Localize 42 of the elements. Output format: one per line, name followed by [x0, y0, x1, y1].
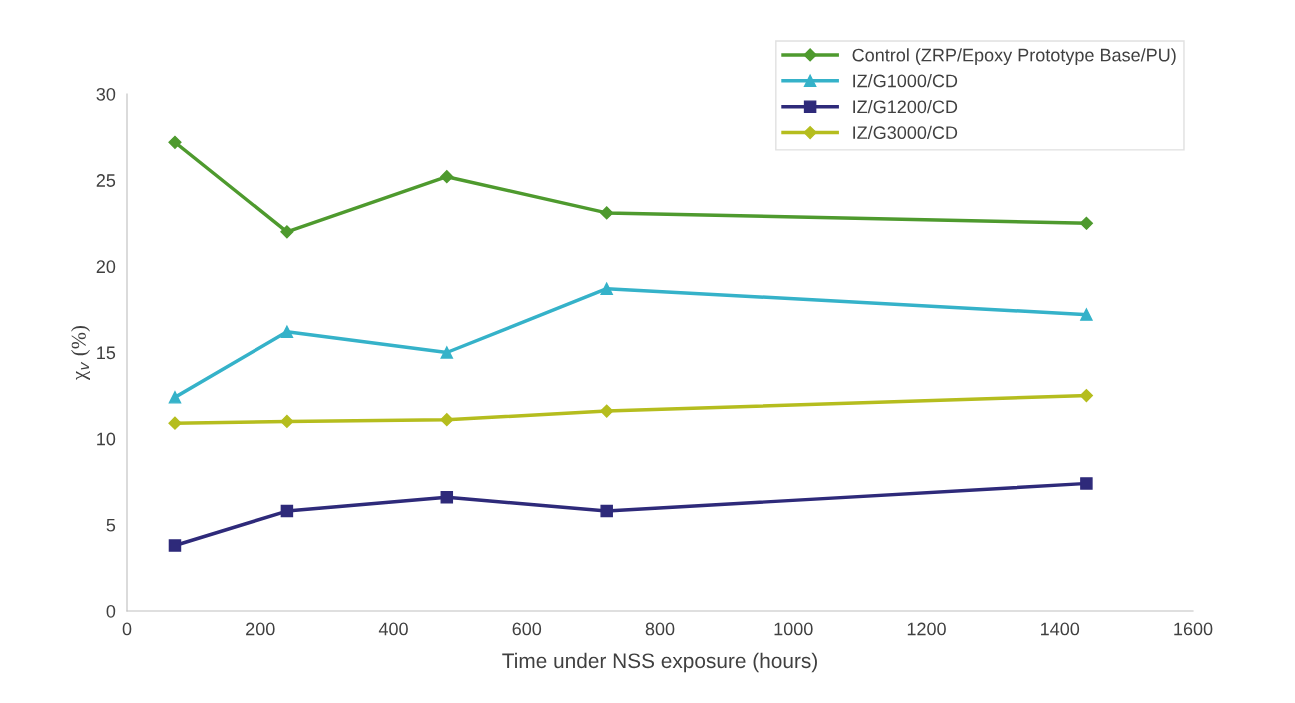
point	[280, 504, 294, 518]
point	[168, 135, 182, 149]
y-tick-label: 5	[106, 518, 116, 532]
y-tick-label: 15	[97, 346, 116, 360]
x-tick-label: 1600	[1174, 622, 1213, 636]
x-tick-label: 200	[246, 622, 275, 636]
legend-label: IZ/G3000/CD	[853, 125, 958, 140]
x-tick-label: 1000	[774, 622, 813, 636]
x-axis-title: Time under NSS exposure (hours)	[502, 652, 817, 673]
point	[1079, 216, 1093, 230]
x-tick-label: 800	[645, 622, 675, 636]
point	[440, 346, 454, 359]
point	[1079, 388, 1093, 403]
x-tick-label: 1400	[1041, 622, 1080, 636]
y-tick-label: 10	[97, 432, 116, 446]
point	[1080, 477, 1093, 490]
x-tick-label: 1200	[907, 622, 946, 636]
point	[1080, 308, 1093, 321]
legend-label: IZ/G1000/CD	[853, 74, 958, 88]
x-tick-label: 0	[122, 622, 132, 636]
y-tick-label: 20	[96, 260, 116, 274]
y-tick-label: 25	[96, 174, 116, 187]
legend-label: IZ/G1200/CD	[853, 99, 958, 114]
point	[600, 504, 613, 518]
x-tick-label: 400	[378, 622, 408, 636]
point	[280, 225, 294, 239]
point	[440, 491, 454, 504]
point	[280, 414, 294, 429]
y-tick-label: 30	[96, 87, 116, 101]
point	[600, 206, 614, 220]
point	[600, 404, 614, 418]
point	[600, 282, 613, 295]
point	[440, 170, 454, 184]
point	[440, 413, 454, 427]
legend-label: Control (ZRP/Epoxy Prototype Base/PU)	[852, 48, 1176, 66]
x-tick-label: 600	[512, 622, 542, 636]
point	[168, 539, 182, 552]
point	[168, 391, 182, 404]
point	[280, 325, 294, 339]
y-tick-label: 0	[106, 604, 116, 618]
y-axis-title: χ$_{v}$ (%)	[71, 325, 90, 381]
point	[168, 416, 182, 430]
